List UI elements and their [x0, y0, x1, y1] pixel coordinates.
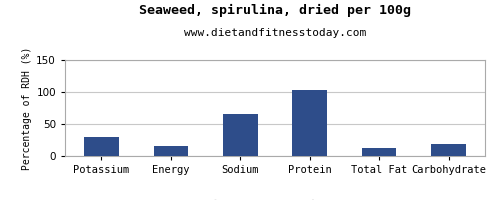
Bar — [431, 144, 466, 156]
Bar — [154, 146, 188, 156]
Bar — [362, 148, 396, 156]
Text: www.dietandfitnesstoday.com: www.dietandfitnesstoday.com — [184, 28, 366, 38]
Y-axis label: Percentage of RDH (%): Percentage of RDH (%) — [22, 46, 32, 170]
Bar — [223, 114, 258, 156]
Bar — [292, 90, 327, 156]
Text: Seaweed, spirulina, dried per 100g: Seaweed, spirulina, dried per 100g — [139, 4, 411, 17]
Bar — [84, 137, 119, 156]
